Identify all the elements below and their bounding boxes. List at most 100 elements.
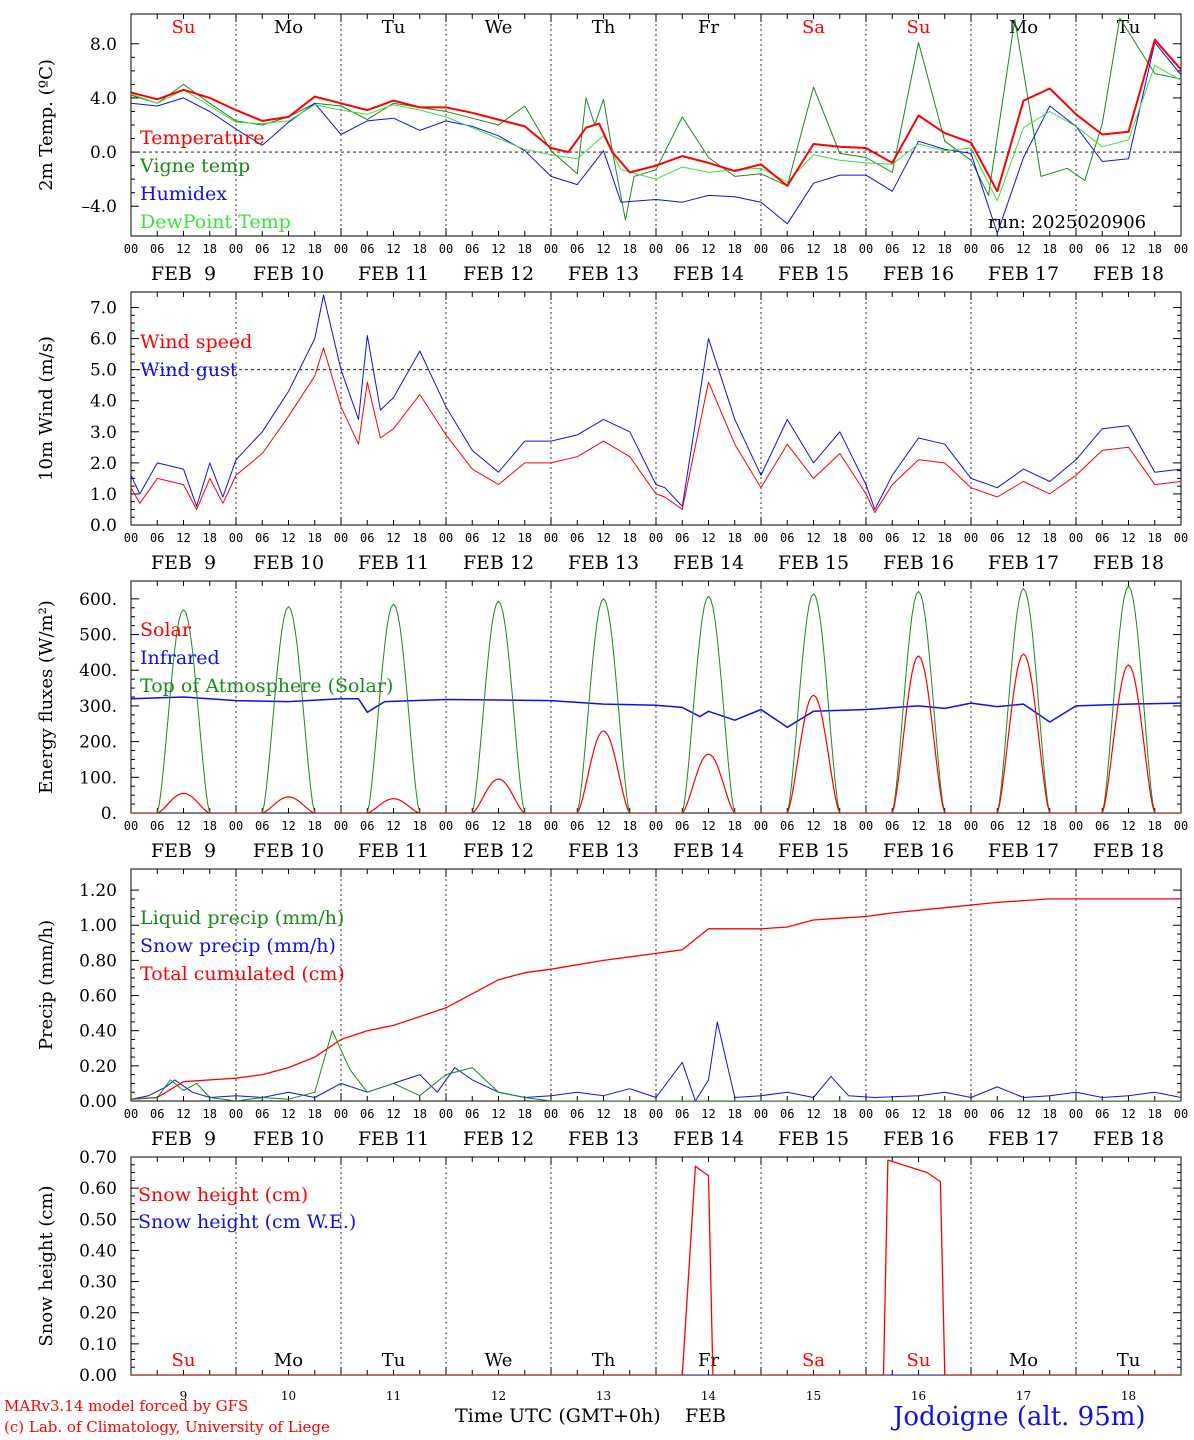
hour-tick-label: 06 (570, 531, 584, 545)
hour-tick-label: 00 (124, 531, 138, 545)
hour-tick-label: 06 (990, 242, 1004, 256)
hour-tick-label: 00 (1174, 1107, 1188, 1121)
hour-tick-label: 12 (281, 1107, 295, 1121)
series-line-snow-precip-mm-h (131, 1021, 1181, 1101)
date-label: FEB 10 (253, 1128, 324, 1150)
hour-tick-label: 06 (255, 1107, 269, 1121)
legend-entry: Wind speed (140, 331, 252, 353)
hour-tick-label: 18 (518, 1107, 532, 1121)
date-label: FEB 16 (883, 552, 954, 574)
hour-tick-label: 00 (964, 242, 978, 256)
hour-tick-label: 00 (1069, 819, 1083, 833)
date-label: FEB 15 (778, 1128, 849, 1150)
hour-tick-label: 18 (518, 242, 532, 256)
weekday-label: Su (907, 17, 931, 38)
precip-ylabel: Precip (mm/h) (36, 920, 57, 1050)
weekday-label: Mo (1009, 17, 1038, 38)
hour-tick-label: 06 (1095, 531, 1109, 545)
hour-tick-label: 18 (1148, 819, 1162, 833)
y-tick-label: 0.10 (79, 1335, 117, 1355)
series-line-total-cumulated-cm (131, 898, 1181, 1100)
date-label: FEB 13 (568, 1128, 639, 1150)
y-tick-label: 0.00 (79, 1092, 117, 1112)
hour-tick-label: 00 (334, 242, 348, 256)
hour-tick-label: 18 (938, 531, 952, 545)
y-tick-label: 300. (79, 697, 117, 717)
hour-tick-label: 06 (780, 531, 794, 545)
hour-tick-label: 18 (623, 242, 637, 256)
y-tick-label: 1.0 (90, 485, 117, 505)
xaxis-month: FEB (685, 1405, 727, 1427)
hour-tick-label: 00 (544, 819, 558, 833)
series-line-top-of-atmosphere-solar (131, 585, 1181, 813)
hour-tick-label: 12 (386, 242, 400, 256)
hour-tick-label: 12 (386, 1107, 400, 1121)
date-label: FEB 16 (883, 840, 954, 862)
hour-tick-label: 12 (491, 1107, 505, 1121)
weekday-label: Su (172, 1350, 196, 1371)
snow-ylabel: Snow height (cm) (36, 1185, 57, 1346)
y-tick-label: 3.0 (90, 423, 117, 443)
hour-tick-label: 18 (938, 819, 952, 833)
hour-tick-label: 18 (413, 242, 427, 256)
hour-tick-label: 00 (229, 1107, 243, 1121)
hour-tick-label: 12 (176, 242, 190, 256)
hour-tick-label: 06 (990, 819, 1004, 833)
hour-tick-label: 18 (728, 819, 742, 833)
hour-tick-label: 18 (938, 1107, 952, 1121)
legend-entry: DewPoint Temp (140, 211, 291, 233)
y-tick-label: 0.0 (90, 143, 117, 163)
hour-tick-label: 18 (203, 1107, 217, 1121)
hour-tick-label: 12 (176, 531, 190, 545)
hour-tick-label: 18 (518, 531, 532, 545)
hour-tick-label: 06 (990, 1107, 1004, 1121)
date-label: FEB 18 (1093, 840, 1164, 862)
date-label: FEB 17 (988, 1128, 1059, 1150)
hour-tick-label: 18 (623, 819, 637, 833)
y-tick-label: 0.0 (90, 516, 117, 536)
hour-tick-label: 00 (544, 242, 558, 256)
hour-tick-label: 18 (833, 531, 847, 545)
y-tick-label: 100. (79, 768, 117, 788)
hour-tick-label: 12 (701, 1107, 715, 1121)
legend-entry: Top of Atmosphere (Solar) (140, 675, 393, 697)
y-tick-label: –4.0 (81, 197, 117, 217)
legend-entry: Snow height (cm) (138, 1184, 308, 1206)
day-number-label: 15 (806, 1389, 821, 1403)
date-label: FEB 10 (253, 840, 324, 862)
hour-tick-label: 06 (675, 819, 689, 833)
legend-entry: Liquid precip (mm/h) (140, 907, 344, 929)
hour-tick-label: 06 (1095, 1107, 1109, 1121)
series-line-dewpoint-temp (131, 64, 1181, 202)
hour-tick-label: 06 (675, 531, 689, 545)
run-annotation: run: 2025020906 (988, 212, 1146, 233)
hour-tick-label: 06 (150, 1107, 164, 1121)
y-tick-label: 0.60 (79, 987, 117, 1007)
hour-tick-label: 00 (859, 819, 873, 833)
hour-tick-label: 12 (806, 531, 820, 545)
hour-tick-label: 06 (885, 1107, 899, 1121)
hour-tick-label: 12 (596, 1107, 610, 1121)
date-label: FEB 10 (253, 263, 324, 285)
date-label: FEB 12 (463, 1128, 534, 1150)
date-label: FEB 11 (358, 840, 429, 862)
hour-tick-label: 06 (465, 242, 479, 256)
hour-tick-label: 00 (439, 1107, 453, 1121)
model-credit: MARv3.14 model forced by GFS (4, 1397, 249, 1415)
date-label: FEB 9 (151, 1128, 216, 1150)
legend-entry: Wind gust (140, 359, 238, 381)
hour-tick-label: 00 (124, 1107, 138, 1121)
y-tick-label: 0.00 (79, 1366, 117, 1386)
hour-tick-label: 00 (754, 242, 768, 256)
hour-tick-label: 00 (334, 1107, 348, 1121)
hour-tick-label: 00 (649, 531, 663, 545)
hour-tick-label: 18 (833, 1107, 847, 1121)
temp-ylabel: 2m Temp. (ºC) (36, 59, 57, 191)
date-label: FEB 14 (673, 840, 744, 862)
date-label: FEB 17 (988, 840, 1059, 862)
hour-tick-label: 18 (1148, 1107, 1162, 1121)
y-tick-label: 1.00 (79, 916, 117, 936)
weekday-label: Th (592, 1350, 616, 1371)
hour-tick-label: 00 (1174, 819, 1188, 833)
hour-tick-label: 00 (124, 242, 138, 256)
